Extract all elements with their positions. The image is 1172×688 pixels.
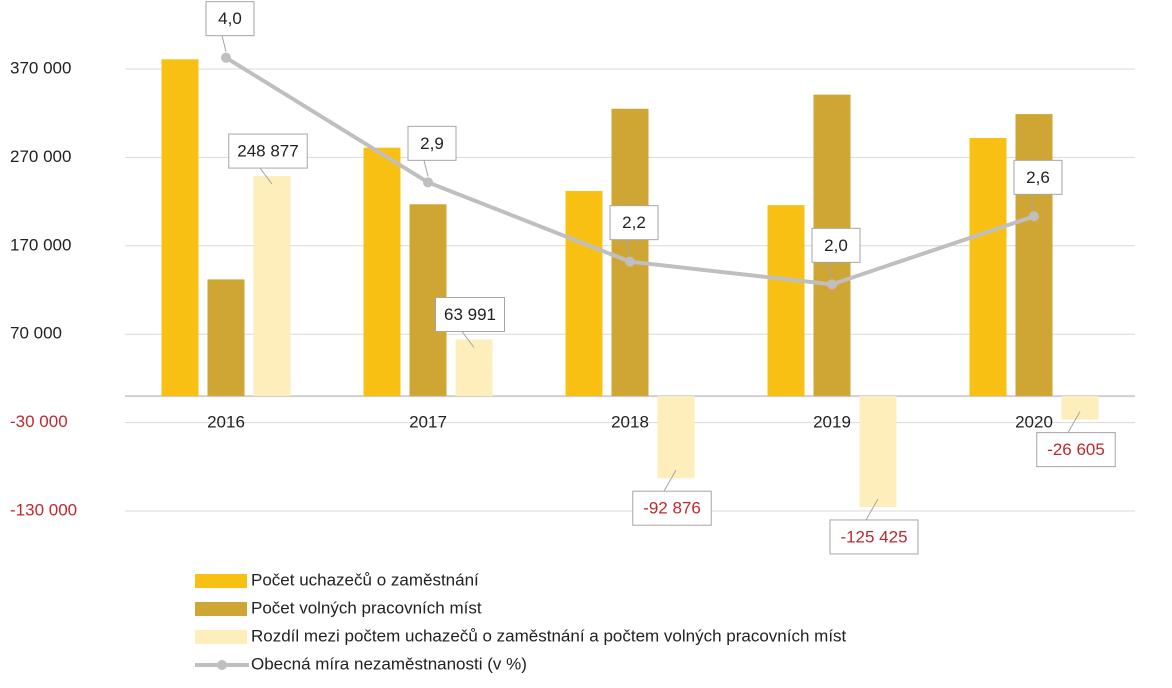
label-box (205, 1, 255, 37)
line-marker (423, 177, 433, 188)
label-box (609, 205, 659, 241)
legend-swatch (195, 602, 247, 616)
data-label: 2,0 (824, 236, 848, 255)
line-label: 2,6 (1013, 159, 1063, 195)
data-label: 4,0 (218, 9, 242, 28)
data-label: -26 605 (1047, 440, 1105, 459)
label-box (407, 125, 457, 161)
line-label: 2,0 (811, 227, 861, 263)
x-tick-label: 2017 (409, 413, 447, 432)
callout (625, 239, 631, 256)
callout (1029, 194, 1035, 211)
legend-label: Rozdíl mezi počtem uchazečů o zaměstnání… (251, 626, 847, 645)
y-tick-label: 370 000 (10, 58, 71, 77)
legend-label: Počet volných pracovních míst (251, 598, 482, 617)
callout (865, 498, 879, 521)
callout (221, 35, 227, 52)
bar (207, 279, 245, 397)
bar (161, 59, 199, 397)
x-tick-label: 2019 (813, 413, 851, 432)
y-tick-label: 270 000 (10, 147, 71, 166)
label-box (228, 133, 308, 169)
bar (767, 205, 805, 397)
data-label: 2,6 (1026, 168, 1050, 187)
x-tick-label: 2020 (1015, 413, 1053, 432)
bar (1015, 114, 1053, 397)
bar (657, 396, 695, 479)
data-label: -125 425 (840, 527, 907, 546)
bar-label: 63 991 (435, 297, 505, 333)
data-label: 2,2 (622, 213, 646, 232)
callout (461, 331, 475, 348)
bar-label: -125 425 (829, 519, 919, 555)
line-marker (221, 52, 231, 63)
y-tick-label: 70 000 (10, 324, 62, 343)
bar (455, 339, 493, 397)
x-tick-label: 2018 (611, 413, 649, 432)
y-tick-label: 170 000 (10, 235, 71, 254)
legend-label: Obecná míra nezaměstnanosti (v %) (251, 654, 527, 673)
callout (827, 262, 833, 279)
bar (859, 396, 897, 507)
line-label: 4,0 (205, 1, 255, 37)
y-tick-label: -130 000 (10, 500, 77, 519)
legend-label: Počet uchazečů o zaměstnání (251, 570, 479, 589)
label-box (435, 297, 505, 333)
line-marker (827, 279, 837, 290)
label-box (632, 490, 712, 526)
bar (1061, 396, 1099, 420)
legend-swatch (217, 660, 227, 670)
line-label: 2,2 (609, 205, 659, 241)
label-box (1013, 159, 1063, 195)
legend-swatch (195, 574, 247, 588)
bar-label: -92 876 (632, 490, 712, 526)
line-marker (1029, 211, 1039, 222)
legend-swatch (195, 630, 247, 644)
callout (259, 167, 273, 185)
bar-label: -26 605 (1036, 432, 1116, 468)
label-box (811, 227, 861, 263)
line-label: 2,9 (407, 125, 457, 161)
label-box (1036, 432, 1116, 468)
y-tick-label: -30 000 (10, 412, 68, 431)
x-tick-label: 2016 (207, 413, 245, 432)
bar (565, 190, 603, 397)
bar (969, 137, 1007, 397)
callout (423, 160, 429, 177)
callout (663, 469, 677, 492)
data-label: -92 876 (643, 499, 701, 518)
bar (253, 176, 291, 397)
callout (1067, 411, 1081, 433)
bar (363, 147, 401, 397)
label-box (829, 519, 919, 555)
line-marker (625, 256, 635, 267)
bar (611, 108, 649, 397)
data-label: 248 877 (237, 142, 298, 161)
bar-label: 248 877 (228, 133, 308, 169)
data-label: 2,9 (420, 134, 444, 153)
data-label: 63 991 (444, 305, 496, 324)
